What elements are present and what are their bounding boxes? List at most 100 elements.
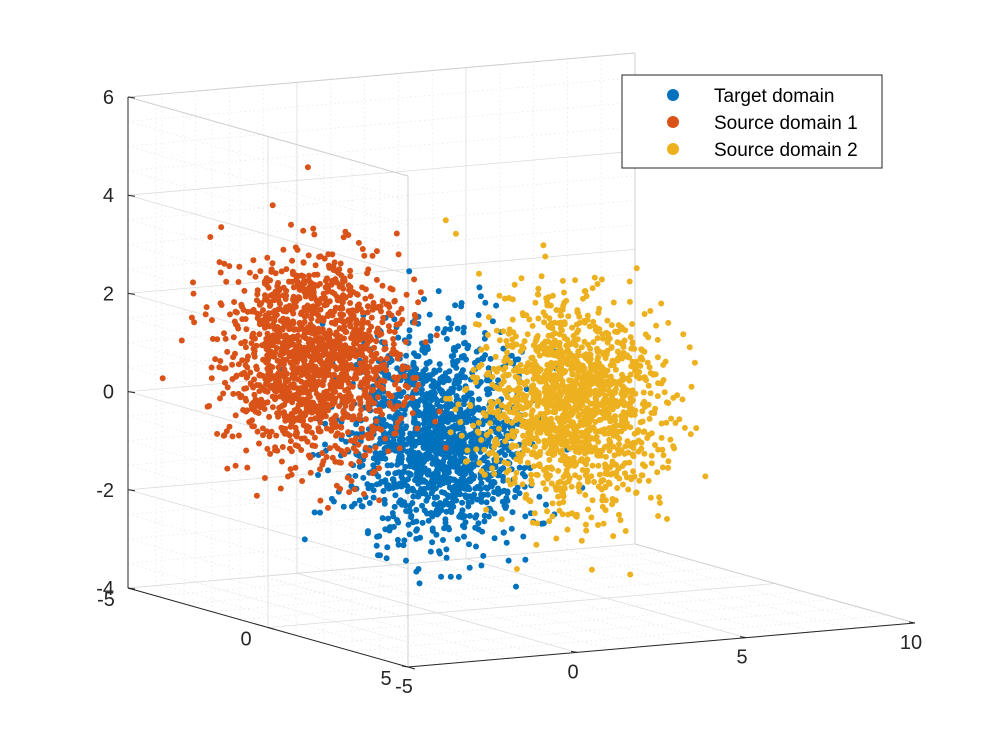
scatter-point-series-3	[641, 450, 648, 457]
scatter-point-series-1	[478, 480, 485, 487]
scatter-point-series-3	[528, 471, 535, 478]
scatter-point-series-2	[374, 304, 381, 311]
scatter-point-series-2	[345, 317, 352, 324]
scatter-point-series-1	[461, 397, 468, 404]
scatter-point-series-3	[582, 355, 589, 362]
scatter-point-series-3	[561, 369, 568, 376]
scatter-point-series-1	[455, 573, 462, 580]
scatter-point-series-3	[658, 434, 665, 441]
scatter-point-series-3	[462, 387, 469, 394]
scatter-point-series-2	[278, 458, 285, 465]
scatter-point-series-3	[632, 407, 639, 414]
scatter-point-series-1	[516, 464, 523, 471]
scatter-point-series-2	[295, 326, 302, 333]
scatter-point-series-2	[223, 278, 230, 285]
scatter-point-series-3	[596, 305, 603, 312]
scatter-point-series-2	[394, 377, 401, 383]
scatter-point-series-3	[530, 382, 537, 389]
scatter-point-series-1	[448, 320, 455, 327]
scatter-point-series-3	[659, 446, 666, 453]
scatter-point-series-3	[506, 295, 513, 301]
scatter-point-series-2	[221, 330, 227, 337]
x-tick-mark	[908, 621, 916, 624]
scatter-point-series-3	[586, 323, 593, 330]
scatter-point-series-3	[550, 363, 556, 370]
scatter-point-series-1	[301, 536, 308, 543]
scatter-point-series-3	[475, 321, 482, 328]
scatter-point-series-1	[406, 531, 413, 538]
scatter-point-series-3	[484, 332, 491, 338]
scatter-point-series-2	[346, 355, 353, 362]
scatter-point-series-2	[339, 281, 345, 288]
scatter-point-series-1	[441, 476, 448, 483]
scatter-point-series-3	[551, 424, 558, 431]
minor-grid-line-back-z	[127, 126, 636, 172]
scatter-point-series-3	[648, 452, 655, 459]
scatter-point-series-2	[323, 344, 329, 351]
scatter-point-series-2	[301, 307, 308, 314]
scatter-point-series-1	[421, 507, 428, 514]
scatter-point-series-1	[444, 410, 451, 417]
scatter-point-series-3	[654, 336, 661, 343]
scatter-point-series-2	[355, 441, 362, 448]
scatter-point-series-2	[263, 335, 270, 342]
scatter-point-series-1	[519, 470, 526, 477]
scatter-point-series-2	[309, 399, 315, 406]
scatter-point-series-2	[288, 397, 295, 403]
scatter-point-series-3	[636, 477, 643, 484]
scatter-point-series-3	[564, 526, 571, 533]
scatter-point-series-1	[386, 374, 392, 381]
scatter-point-series-1	[447, 455, 453, 462]
scatter-point-series-1	[392, 492, 399, 499]
scatter-point-series-2	[253, 342, 260, 349]
scatter-point-series-2	[283, 292, 290, 299]
scatter-point-series-2	[404, 364, 411, 371]
scatter-point-series-3	[551, 383, 558, 390]
scatter-point-series-2	[312, 386, 319, 393]
scatter-point-series-3	[591, 411, 598, 418]
scatter-point-series-3	[585, 407, 591, 414]
scatter-point-series-2	[369, 470, 376, 477]
scatter-point-series-2	[267, 450, 274, 457]
scatter-point-series-2	[315, 317, 321, 324]
scatter-point-series-2	[376, 406, 383, 413]
scatter-point-series-2	[245, 353, 251, 360]
x-tick-label: 0	[567, 661, 578, 683]
scatter-point-series-2	[266, 362, 273, 369]
scatter-point-series-1	[422, 456, 429, 463]
scatter-point-series-2	[236, 263, 243, 270]
scatter-point-series-2	[256, 301, 263, 308]
scatter-point-series-1	[482, 299, 489, 306]
scatter-point-series-1	[468, 470, 475, 477]
scatter-point-series-3	[569, 378, 576, 385]
scatter-point-series-3	[504, 394, 511, 401]
scatter-point-series-1	[447, 573, 454, 580]
scatter-point-series-1	[438, 573, 445, 580]
scatter-point-series-3	[576, 447, 583, 454]
scatter-point-series-2	[319, 450, 326, 457]
scatter-point-series-1	[430, 390, 436, 397]
scatter-point-series-2	[345, 429, 352, 436]
scatter-point-series-3	[513, 443, 520, 449]
scatter-point-series-2	[338, 423, 345, 430]
scatter-point-series-3	[590, 400, 597, 407]
scatter-point-series-1	[466, 512, 473, 519]
scatter-point-series-3	[614, 485, 621, 491]
scatter-point-series-3	[658, 380, 665, 387]
scatter-point-series-1	[413, 440, 420, 447]
scatter-point-series-3	[654, 393, 661, 400]
major-grid-line-back-z	[127, 249, 636, 294]
scatter-point-series-2	[337, 311, 344, 318]
scatter-point-series-3	[629, 321, 636, 327]
scatter-point-series-2	[260, 307, 266, 314]
scatter-point-series-2	[280, 361, 287, 368]
scatter-point-series-2	[311, 434, 318, 441]
scatter-point-series-1	[455, 450, 462, 457]
scatter-point-series-3	[568, 412, 575, 419]
scatter-point-series-2	[303, 312, 310, 319]
scatter-point-series-2	[277, 317, 284, 324]
scatter-point-series-1	[403, 423, 410, 430]
scatter-point-series-3	[528, 389, 535, 396]
scatter-point-series-2	[364, 319, 371, 326]
scatter-point-series-3	[534, 520, 541, 527]
